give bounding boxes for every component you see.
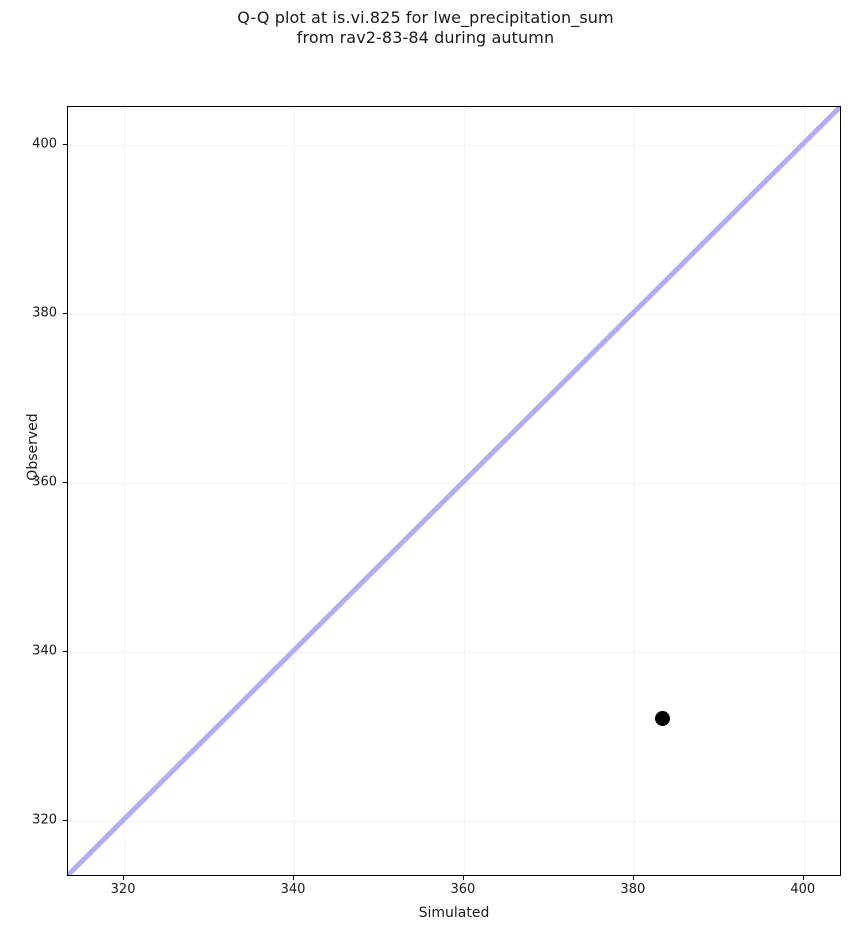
data-layer <box>68 107 840 875</box>
y-tick-label: 320 <box>32 812 57 828</box>
chart-title: Q-Q plot at is.vi.825 for lwe_precipitat… <box>0 8 851 49</box>
x-tick-mark <box>802 876 804 880</box>
x-tick-label: 340 <box>280 882 306 897</box>
y-axis-label: Observed <box>25 413 41 481</box>
data-point <box>655 710 671 726</box>
x-tick-mark <box>462 876 464 880</box>
x-axis-label: Simulated <box>418 905 490 921</box>
x-tick-label: 400 <box>790 882 816 897</box>
one-to-one-reference-line <box>68 107 840 875</box>
y-tick-mark <box>63 651 67 653</box>
y-tick-mark <box>63 820 67 822</box>
y-tick-label: 340 <box>32 643 57 659</box>
x-tick-mark <box>123 876 125 880</box>
y-tick-label: 380 <box>32 305 57 321</box>
plot-area <box>67 106 841 876</box>
x-tick-mark <box>632 876 634 880</box>
chart-title-line-1: Q-Q plot at is.vi.825 for lwe_precipitat… <box>237 8 614 27</box>
y-tick-mark <box>63 144 67 146</box>
y-tick-label: 360 <box>32 474 57 490</box>
y-tick-label: 400 <box>32 136 57 152</box>
x-tick-label: 380 <box>620 882 646 897</box>
y-tick-mark <box>63 313 67 315</box>
y-tick-mark <box>63 482 67 484</box>
x-tick-mark <box>292 876 295 880</box>
chart-title-line-2: from rav2-83-84 during autumn <box>296 28 555 48</box>
x-tick-label: 360 <box>450 882 476 897</box>
x-tick-label: 320 <box>110 882 136 897</box>
